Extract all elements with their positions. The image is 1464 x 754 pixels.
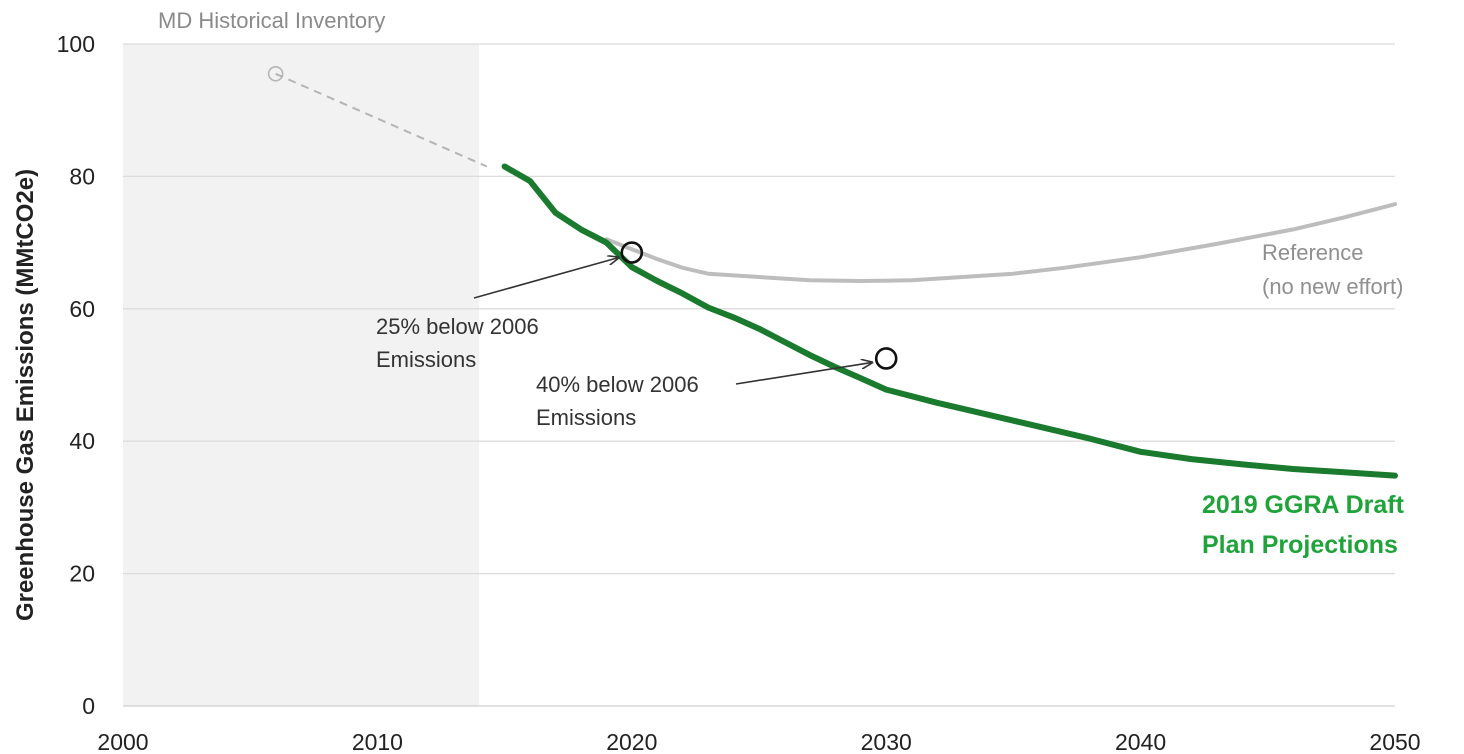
target-2030-label-line-2: Emissions <box>536 405 636 430</box>
ggra-plan-series-line <box>501 163 1398 479</box>
reference-series-label: Reference (no new effort) <box>1262 240 1403 299</box>
target-2020-label: 25% below 2006 Emissions <box>376 314 539 372</box>
ggra-plan-label-line-1: 2019 GGRA Draft <box>1202 491 1405 519</box>
x-tick-label-2030: 2030 <box>861 729 912 754</box>
target-2030-marker <box>874 347 898 370</box>
reference-label-line-1: Reference <box>1262 240 1364 265</box>
y-axis-ticks: 0 20 40 60 80 100 <box>57 31 95 719</box>
target-2030-arrow <box>735 362 872 385</box>
ggra-plan-label-line-2: Plan Projections <box>1202 531 1398 559</box>
x-tick-label-2050: 2050 <box>1369 729 1420 754</box>
y-tick-label-20: 20 <box>69 561 95 587</box>
reference-series-line <box>604 202 1397 283</box>
historical-inventory-line <box>275 72 488 168</box>
x-axis-ticks: 2000 2010 2020 2030 2040 2050 <box>97 729 1420 754</box>
gridlines <box>123 43 1395 707</box>
x-tick-label-2020: 2020 <box>606 729 657 754</box>
target-2030-label: 40% below 2006 Emissions <box>536 372 699 430</box>
target-2020-label-line-2: Emissions <box>376 347 476 372</box>
target-markers: 25% below 2006 Emissions 40% below 2006 Emi… <box>376 241 898 430</box>
historical-inventory-shade <box>123 44 480 706</box>
x-tick-label-2010: 2010 <box>352 729 403 754</box>
y-tick-label-60: 60 <box>69 296 95 322</box>
ggra-plan-series-label: 2019 GGRA Draft Plan Projections <box>1202 491 1411 559</box>
historical-inventory-label: MD Historical Inventory <box>158 8 385 33</box>
y-tick-label-0: 0 <box>82 693 95 719</box>
reference-label-line-2: (no new effort) <box>1262 274 1403 299</box>
y-tick-label-100: 100 <box>57 31 95 57</box>
target-2020-label-line-1: 25% below 2006 <box>376 314 539 339</box>
y-axis-label: Greenhouse Gas Emissions (MMtCO2e) <box>12 169 39 621</box>
x-tick-label-2040: 2040 <box>1115 729 1166 754</box>
y-tick-label-40: 40 <box>69 428 95 454</box>
y-tick-label-80: 80 <box>69 163 95 189</box>
target-2030-label-line-1: 40% below 2006 <box>536 372 699 397</box>
historical-2006-marker <box>267 65 284 82</box>
target-2020-arrow <box>473 258 619 299</box>
x-tick-label-2000: 2000 <box>97 729 148 754</box>
target-2020-marker <box>620 241 644 264</box>
